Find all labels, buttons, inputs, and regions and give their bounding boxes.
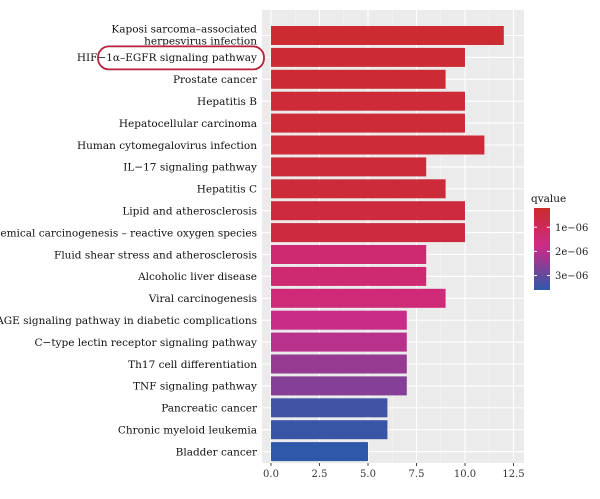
bar — [271, 288, 446, 308]
category-label: Pancreatic cancer — [161, 403, 258, 415]
category-label: C−type lectin receptor signaling pathway — [34, 337, 257, 349]
x-tick-label: 5.0 — [360, 469, 376, 480]
category-label: Lipid and atherosclerosis — [122, 206, 257, 218]
bar — [271, 310, 407, 330]
bar — [271, 266, 427, 286]
bar — [271, 179, 446, 199]
category-label: Chronic myeloid leukemia — [118, 425, 257, 437]
category-label: IL−17 signaling pathway — [123, 162, 257, 174]
bar — [271, 332, 407, 352]
category-label: Fluid shear stress and atherosclerosis — [54, 249, 257, 261]
x-tick-label: 7.5 — [409, 469, 425, 480]
bar — [271, 91, 465, 111]
plot-panel — [262, 10, 524, 463]
category-label: Hepatitis C — [197, 184, 257, 196]
category-label: Alcoholic liver disease — [137, 271, 257, 283]
category-label: Kaposi sarcoma–associated herpesvirus inf… — [111, 24, 257, 48]
bar — [271, 135, 485, 155]
x-tick-label: 0.0 — [263, 469, 279, 480]
category-label: Human cytomegalovirus infection — [77, 140, 257, 152]
category-label: Hepatitis B — [197, 96, 257, 108]
bar — [271, 223, 465, 243]
bar — [271, 376, 407, 396]
category-label: Prostate cancer — [173, 74, 258, 86]
bar — [271, 442, 368, 462]
category-labels: Kaposi sarcoma–associated herpesvirus inf… — [0, 24, 265, 458]
x-tick-label: 2.5 — [312, 469, 328, 480]
legend-tick-label: 1e−06 — [555, 223, 588, 234]
legend-tick-label: 3e−06 — [555, 271, 588, 282]
category-label: Bladder cancer — [176, 446, 258, 458]
category-label-line: Kaposi sarcoma–associated — [111, 24, 257, 36]
category-label: Th17 cell differentiation — [128, 359, 257, 371]
bar — [271, 245, 427, 264]
bar — [271, 398, 388, 418]
bar — [271, 157, 427, 177]
bar — [271, 420, 388, 440]
bar — [271, 26, 504, 45]
legend: qvalue 1e−06 2e−06 3e−06 — [531, 193, 588, 290]
x-tick-label: 12.5 — [502, 469, 524, 480]
x-axis: 0.0 2.5 5.0 7.5 10.0 12.5 — [263, 463, 525, 480]
bar — [271, 113, 465, 133]
legend-tick-label: 2e−06 — [555, 247, 588, 258]
category-label: AGE–RAGE signaling pathway in diabetic c… — [0, 315, 257, 327]
bar — [271, 354, 407, 374]
highlight-outline — [97, 45, 265, 71]
legend-colorbar — [534, 208, 550, 290]
bar — [271, 201, 465, 221]
bar — [271, 69, 446, 89]
x-tick-label: 10.0 — [454, 469, 476, 480]
bar — [271, 47, 465, 67]
category-label: HIF−1α–EGFR signaling pathway — [77, 52, 257, 64]
category-label: Chemical carcinogenesis – reactive oxyge… — [0, 227, 257, 239]
category-label: TNF signaling pathway — [133, 381, 257, 393]
category-label-line: herpesvirus infection — [144, 36, 257, 48]
category-label: Viral carcinogenesis — [148, 293, 257, 305]
legend-title: qvalue — [531, 193, 566, 205]
category-label: Hepatocellular carcinoma — [119, 118, 257, 130]
